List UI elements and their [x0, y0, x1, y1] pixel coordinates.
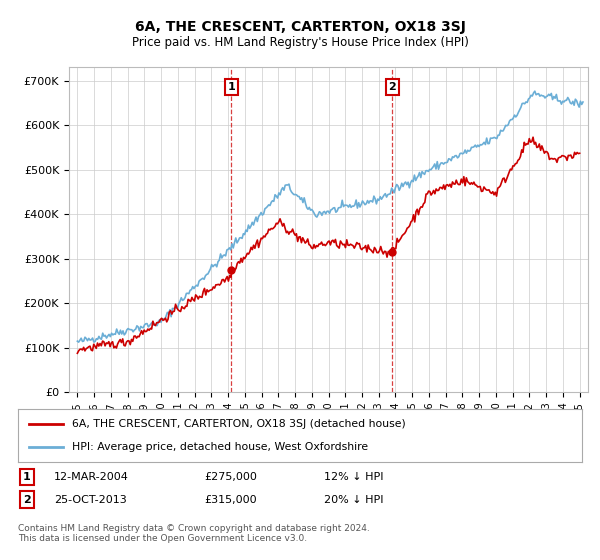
Text: 12% ↓ HPI: 12% ↓ HPI: [324, 472, 383, 482]
Text: Contains HM Land Registry data © Crown copyright and database right 2024.
This d: Contains HM Land Registry data © Crown c…: [18, 524, 370, 543]
Text: 6A, THE CRESCENT, CARTERTON, OX18 3SJ (detached house): 6A, THE CRESCENT, CARTERTON, OX18 3SJ (d…: [71, 419, 406, 429]
Text: HPI: Average price, detached house, West Oxfordshire: HPI: Average price, detached house, West…: [71, 442, 368, 452]
Text: 6A, THE CRESCENT, CARTERTON, OX18 3SJ: 6A, THE CRESCENT, CARTERTON, OX18 3SJ: [134, 20, 466, 34]
Text: 12-MAR-2004: 12-MAR-2004: [54, 472, 129, 482]
Text: £315,000: £315,000: [204, 494, 257, 505]
Text: 20% ↓ HPI: 20% ↓ HPI: [324, 494, 383, 505]
Text: Price paid vs. HM Land Registry's House Price Index (HPI): Price paid vs. HM Land Registry's House …: [131, 36, 469, 49]
Text: 25-OCT-2013: 25-OCT-2013: [54, 494, 127, 505]
Text: 1: 1: [23, 472, 31, 482]
Text: 2: 2: [388, 82, 396, 92]
Text: £275,000: £275,000: [204, 472, 257, 482]
Text: 1: 1: [227, 82, 235, 92]
Text: 2: 2: [23, 494, 31, 505]
